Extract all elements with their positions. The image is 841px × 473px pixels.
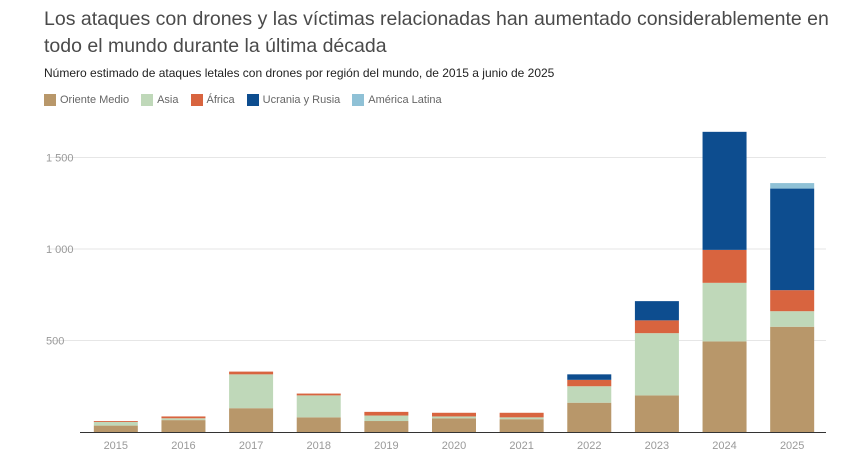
legend-swatch: [190, 94, 203, 106]
bar-segment: [296, 393, 341, 396]
x-tick-label: 2021: [509, 440, 533, 452]
bar-segment: [770, 311, 815, 327]
bar-segment: [364, 411, 409, 416]
bar-segment: [296, 417, 341, 432]
legend-label: Oriente Medio: [60, 94, 130, 106]
bar-segment: [702, 341, 747, 432]
legend-item-asia: Asia: [141, 94, 179, 106]
bar-segment: [499, 417, 544, 420]
bar-segment: [161, 420, 206, 432]
x-tick-label: 2016: [171, 440, 195, 452]
bar-segment: [296, 395, 341, 418]
y-tick-label: 500: [46, 335, 64, 347]
x-tick-label: 2017: [239, 440, 263, 452]
legend-item-ucrania-rusia: Ucrania y Rusia: [246, 94, 341, 106]
bar-segment: [634, 301, 679, 321]
x-tick-label: 2015: [104, 440, 128, 452]
bar-segment: [229, 374, 274, 409]
bar-segment: [93, 421, 138, 422]
bar-segment: [702, 131, 747, 250]
bar-segment: [229, 371, 274, 375]
bar-segment: [93, 425, 138, 432]
bar-segment: [770, 183, 815, 189]
x-tick-label: 2019: [374, 440, 398, 452]
legend-label: América Latina: [368, 94, 442, 106]
y-tick-label: 1 500: [46, 152, 74, 164]
bar-segment: [161, 418, 206, 421]
bar-segment: [702, 249, 747, 283]
bar-segment: [770, 188, 815, 291]
bar-segment: [634, 320, 679, 334]
x-tick-label: 2020: [442, 440, 466, 452]
bar-segment: [432, 412, 476, 417]
bar-segment: [364, 421, 409, 432]
bar-segment: [432, 416, 476, 419]
legend-label: Ucrania y Rusia: [262, 94, 341, 106]
x-tick-label: 2024: [712, 440, 736, 452]
bar-segment: [634, 395, 679, 432]
x-tick-label: 2023: [645, 440, 669, 452]
legend-item-oriente-medio: Oriente Medio: [44, 94, 129, 106]
legend-item-america-latina: América Latina: [352, 94, 442, 106]
bar-segment: [161, 416, 206, 419]
legend-item-africa: África: [190, 94, 235, 106]
bar-segment: [499, 412, 544, 418]
x-tick-label: 2018: [306, 440, 330, 452]
legend-swatch: [141, 94, 154, 106]
legend: Oriente Medio Asia África Ucrania y Rusi…: [44, 94, 442, 106]
legend-label: Asia: [157, 94, 179, 106]
chart-subtitle: Número estimado de ataques letales con d…: [44, 66, 555, 80]
chart-title: Los ataques con drones y las víctimas re…: [44, 8, 829, 57]
bar-segment: [567, 386, 612, 403]
bar-segment: [432, 418, 476, 432]
bar-segment: [499, 419, 544, 432]
bar-segment: [567, 374, 612, 380]
bar-segment: [364, 415, 409, 422]
bar-segment: [567, 402, 612, 432]
x-tick-label: 2022: [577, 440, 601, 452]
bar-segment: [634, 333, 679, 396]
x-tick-label: 2025: [780, 440, 804, 452]
y-tick-label: 1 000: [46, 244, 74, 256]
legend-swatch: [44, 94, 56, 106]
legend-label: África: [206, 94, 235, 106]
bar-segment: [770, 326, 815, 432]
bar-segment: [702, 282, 747, 342]
bar-segment: [567, 379, 612, 387]
legend-swatch: [246, 94, 259, 106]
legend-swatch: [352, 94, 365, 106]
bar-segment: [770, 290, 815, 312]
bar-segment: [93, 421, 138, 426]
bar-segment: [229, 408, 274, 432]
